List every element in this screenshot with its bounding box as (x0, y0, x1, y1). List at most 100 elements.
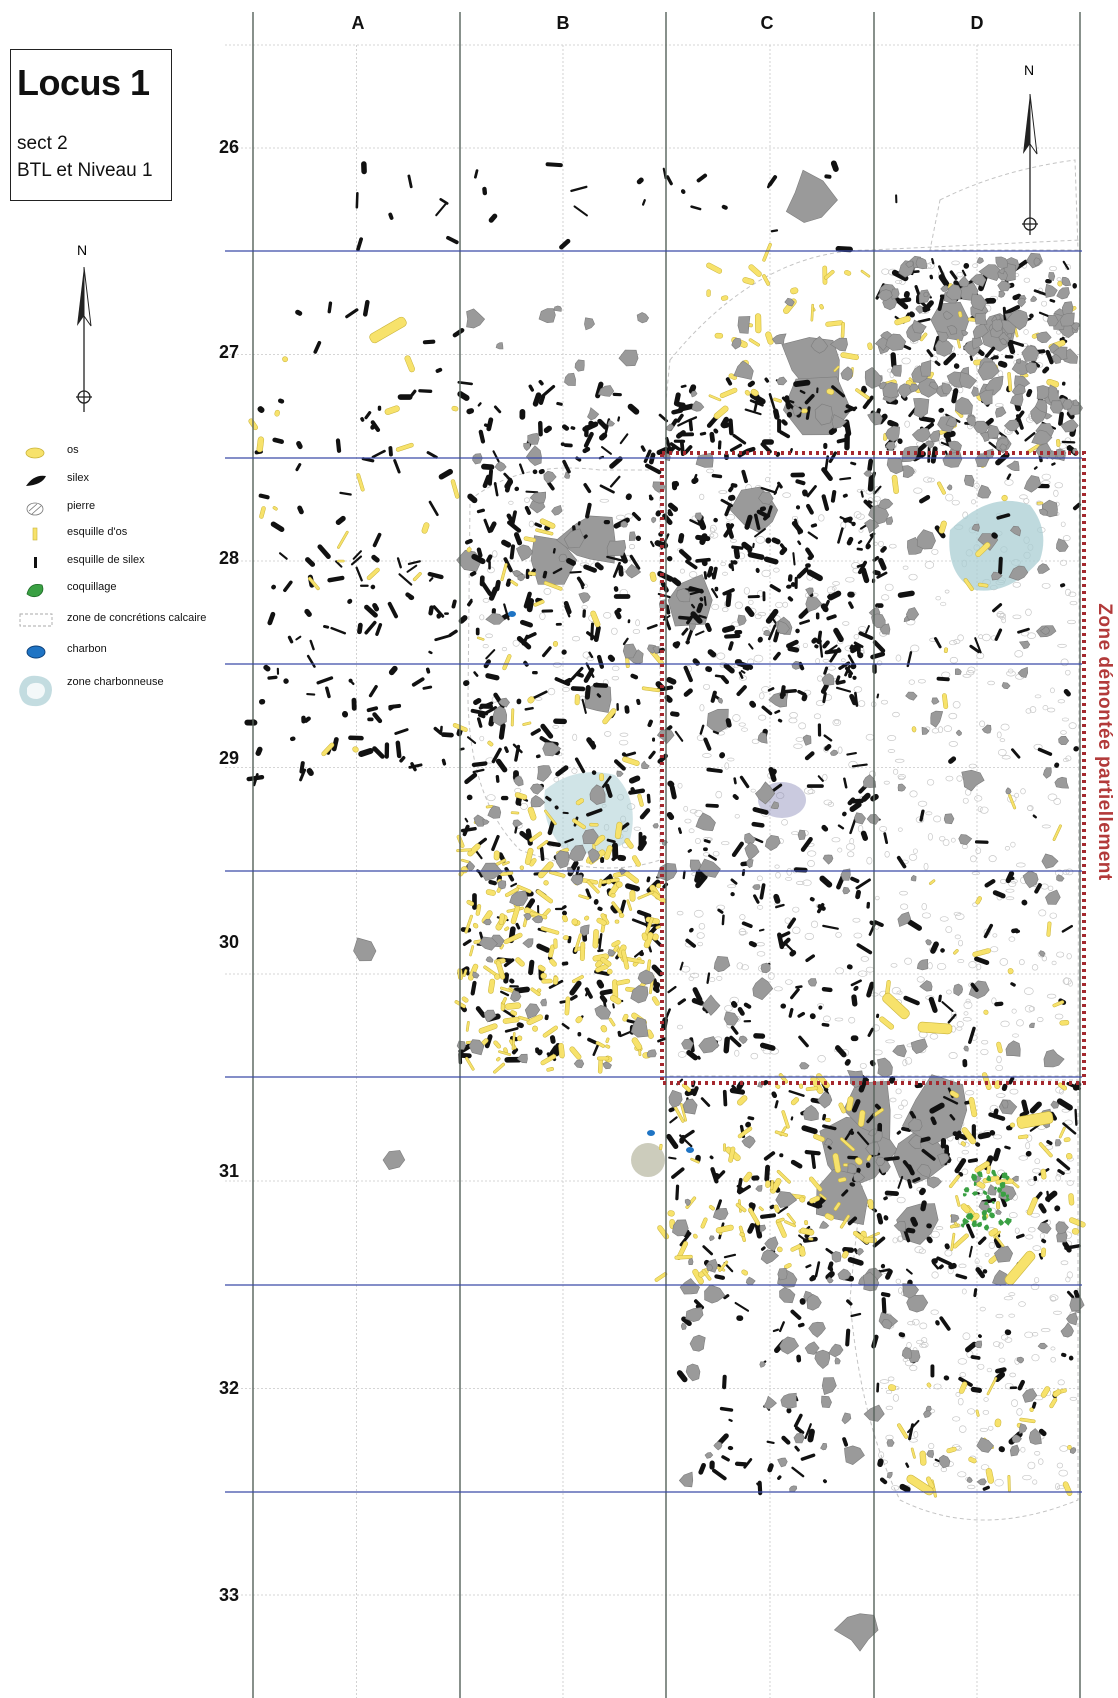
bone-piece (1019, 1418, 1035, 1423)
limestone-concretion (975, 796, 982, 802)
bone-piece (985, 1468, 994, 1484)
limestone-concretion (952, 261, 960, 265)
flint-piece (270, 521, 286, 533)
flint-piece (258, 493, 270, 499)
bone-piece (494, 851, 500, 861)
stone-piece (1050, 401, 1063, 414)
stone-piece (1061, 1323, 1074, 1337)
flint-piece (363, 300, 370, 317)
stone-piece (926, 1406, 931, 1411)
limestone-concretion (874, 1050, 882, 1055)
shell-piece (963, 1193, 967, 1196)
stone-piece (760, 1362, 766, 1368)
limestone-concretion (548, 688, 555, 695)
flint-piece (543, 425, 553, 435)
flint-piece (796, 1354, 801, 1362)
limestone-concretion (634, 827, 641, 830)
stone-piece (709, 1236, 714, 1241)
limestone-concretion (1012, 1034, 1018, 1037)
limestone-concretion (791, 832, 798, 835)
flint-piece (831, 490, 837, 503)
limestone-concretion (717, 653, 725, 660)
limestone-concretion (1034, 1277, 1038, 1282)
flint-piece (542, 609, 554, 612)
flint-piece (472, 761, 488, 767)
limestone-concretion (958, 1398, 963, 1405)
limestone-concretion (934, 816, 941, 822)
limestone-concretion (612, 666, 619, 671)
stone-piece (996, 1210, 1002, 1215)
limestone-concretion (988, 1426, 993, 1430)
limestone-concretion (917, 977, 924, 983)
stone-piece (764, 1396, 777, 1409)
flint-piece (905, 1462, 910, 1468)
flint-piece (593, 625, 601, 642)
limestone-concretion (910, 645, 919, 652)
bone-piece (584, 915, 590, 921)
bone-piece (1062, 1481, 1073, 1497)
stone-piece (1017, 1357, 1024, 1363)
stone-piece (552, 505, 563, 515)
limestone-concretion (970, 856, 976, 862)
flint-piece (295, 440, 303, 450)
flint-piece (816, 387, 818, 393)
flint-piece (360, 416, 365, 422)
flint-piece (1062, 381, 1066, 386)
limestone-concretion (886, 1406, 893, 1410)
flint-piece (759, 928, 765, 931)
flint-piece (743, 1002, 752, 1010)
bone-piece (572, 919, 578, 926)
limestone-concretion (981, 1040, 987, 1044)
flint-piece (730, 878, 738, 885)
limestone-concretion (931, 1231, 939, 1238)
stone-piece (1062, 277, 1071, 286)
limestone-concretion (849, 1017, 855, 1023)
limestone-concretion (803, 643, 807, 647)
flint-piece (706, 767, 723, 773)
limestone-concretion (853, 918, 860, 922)
stone-piece (878, 499, 893, 510)
flint-piece (857, 540, 862, 545)
limestone-concretion (949, 641, 957, 645)
limestone-concretion (946, 926, 952, 932)
flint-piece (428, 577, 433, 583)
bone-piece (599, 773, 603, 781)
limestone-concretion (1006, 897, 1014, 900)
bone-piece (841, 322, 845, 338)
flint-piece (777, 419, 781, 433)
stone-piece (680, 1279, 700, 1295)
limestone-concretion (1004, 1297, 1013, 1300)
stone-piece (705, 1453, 713, 1459)
flint-piece (1049, 299, 1055, 303)
flint-piece (366, 706, 378, 713)
bone-piece (598, 879, 602, 888)
flint-piece (741, 469, 749, 483)
bone-piece (790, 287, 799, 295)
flint-piece (842, 493, 848, 498)
bone-piece (493, 1062, 506, 1073)
limestone-concretion (1041, 1328, 1050, 1331)
flint-piece (742, 869, 746, 876)
flint-piece (788, 1090, 805, 1098)
bone-piece (937, 481, 947, 495)
limestone-concretion (1042, 583, 1050, 588)
limestone-concretion (749, 600, 754, 604)
bone-piece (510, 580, 518, 587)
flint-piece (371, 711, 383, 724)
bone-piece (840, 352, 859, 360)
limestone-concretion (958, 1472, 966, 1477)
flint-piece (771, 537, 782, 546)
stone-piece (1055, 777, 1069, 788)
stone-piece (1024, 475, 1041, 492)
flint-piece (704, 665, 712, 672)
limestone-concretion (952, 1417, 959, 1421)
bone-piece (755, 313, 761, 333)
flint-piece (444, 612, 449, 614)
limestone-concretion (941, 602, 946, 606)
flint-piece (816, 612, 820, 619)
flint-piece (805, 954, 816, 963)
flint-piece (650, 540, 655, 547)
flint-piece (554, 764, 569, 777)
bone-piece (972, 948, 991, 957)
flint-piece (528, 960, 535, 976)
